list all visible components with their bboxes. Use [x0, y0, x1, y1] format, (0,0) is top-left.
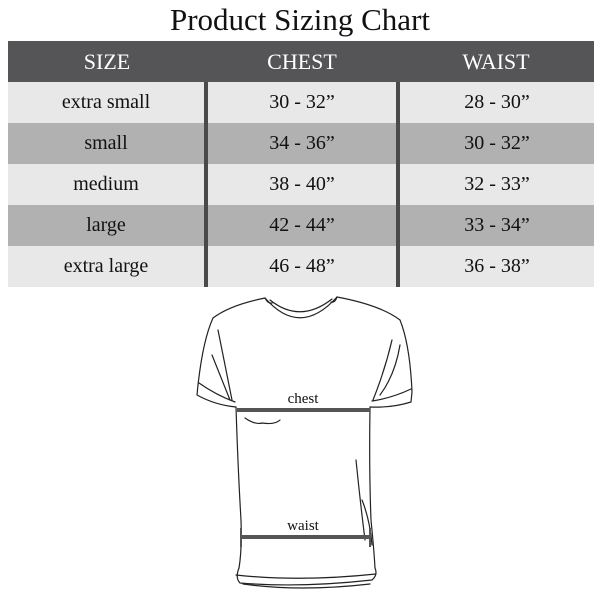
chest-cell: 30 - 32” [204, 82, 398, 123]
header-waist: WAIST [398, 41, 594, 82]
header-size: SIZE [8, 41, 206, 82]
chest-cell: 34 - 36” [204, 123, 398, 164]
waist-label: waist [287, 518, 319, 534]
size-cell: small [8, 123, 206, 164]
waist-cell: 33 - 34” [396, 205, 594, 246]
table-row: extra small 30 - 32” 28 - 30” [8, 82, 594, 123]
table-row: extra large 46 - 48” 36 - 38” [8, 246, 594, 287]
size-cell: extra small [8, 82, 206, 123]
chest-cell: 46 - 48” [204, 246, 398, 287]
sizing-table: SIZE CHEST WAIST extra small 30 - 32” 28… [8, 41, 594, 287]
page-title: Product Sizing Chart [169, 2, 431, 37]
waist-cell: 30 - 32” [396, 123, 594, 164]
chest-cell: 42 - 44” [204, 205, 398, 246]
tshirt-outline-icon [196, 296, 413, 589]
chest-cell: 38 - 40” [204, 164, 398, 205]
table-row: large 42 - 44” 33 - 34” [8, 205, 594, 246]
table-row: small 34 - 36” 30 - 32” [8, 123, 594, 164]
size-cell: extra large [8, 246, 206, 287]
waist-cell: 36 - 38” [396, 246, 594, 287]
waist-cell: 32 - 33” [396, 164, 594, 205]
table-header: SIZE CHEST WAIST [8, 41, 594, 82]
table-row: medium 38 - 40” 32 - 33” [8, 164, 594, 205]
header-chest: CHEST [206, 41, 398, 82]
chest-label: chest [288, 391, 320, 407]
size-cell: medium [8, 164, 206, 205]
size-cell: large [8, 205, 206, 246]
waist-cell: 28 - 30” [396, 82, 594, 123]
